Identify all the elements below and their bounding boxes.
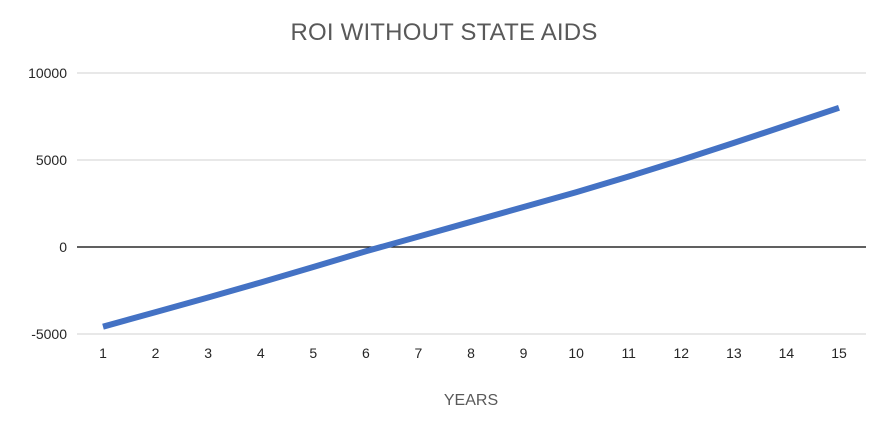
x-tick-label: 7 — [415, 345, 423, 361]
y-tick-label: 0 — [59, 239, 67, 255]
chart-title: ROI WITHOUT STATE AIDS — [290, 19, 598, 46]
x-axis-label: YEARS — [443, 392, 499, 409]
x-tick-label: 13 — [726, 345, 742, 361]
x-tick-label: 12 — [673, 345, 689, 361]
y-tick-label: -5000 — [31, 326, 67, 342]
x-tick-label: 5 — [309, 345, 317, 361]
x-tick-label: 15 — [831, 345, 847, 361]
series-line — [102, 104, 840, 330]
x-tick-label: 1 — [99, 345, 107, 361]
x-tick-label: 3 — [204, 345, 212, 361]
x-tick-label: 4 — [257, 345, 265, 361]
x-tick-label: 11 — [621, 345, 636, 361]
x-tick-label: 2 — [152, 345, 160, 361]
y-tick-label: 10000 — [28, 65, 67, 81]
x-tick-label: 9 — [520, 345, 528, 361]
y-tick-label: 5000 — [36, 152, 67, 168]
x-tick-label: 10 — [568, 345, 584, 361]
x-tick-label: 8 — [467, 345, 475, 361]
x-tick-label: 6 — [362, 345, 370, 361]
x-tick-label: 14 — [779, 345, 795, 361]
